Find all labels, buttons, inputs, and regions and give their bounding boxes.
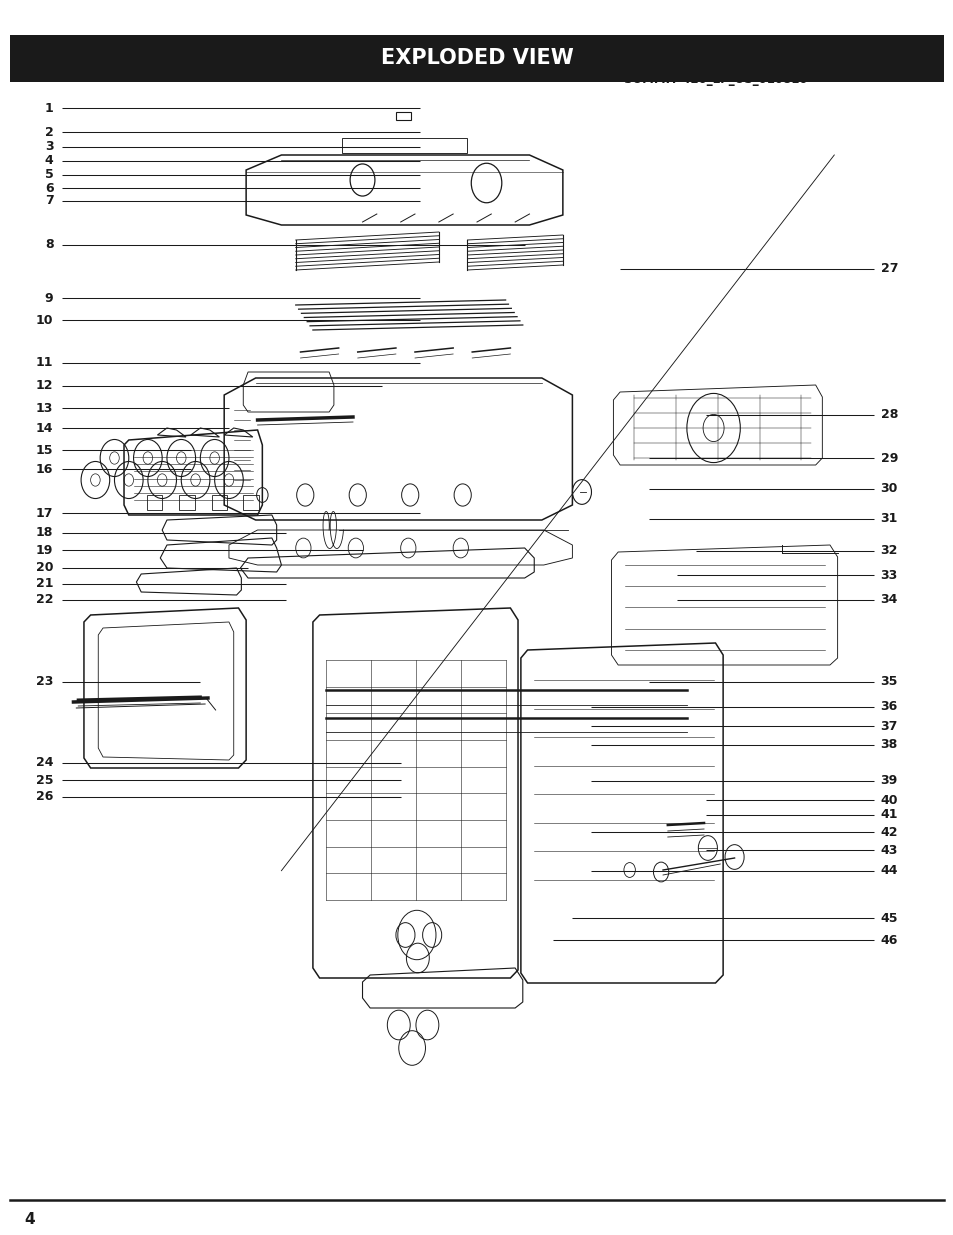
Text: 23: 23 [36,676,53,688]
Text: 1: 1 [45,101,53,115]
Text: 4: 4 [45,154,53,168]
Text: 6: 6 [45,182,53,194]
Text: 16: 16 [36,462,53,475]
Text: 21: 21 [36,578,53,590]
Bar [147,495,162,510]
Text: EXPLODED VIEW: EXPLODED VIEW [380,48,573,68]
Text: 45: 45 [880,911,897,925]
Text: 4: 4 [24,1213,34,1228]
Text: 2: 2 [45,126,53,138]
Text: 19: 19 [36,543,53,557]
Text: 8: 8 [45,238,53,252]
Bar [212,495,227,510]
Bar [179,495,194,510]
Text: 7: 7 [45,194,53,207]
Text: 38: 38 [880,739,897,752]
Text: 29: 29 [880,452,897,464]
Text: 31: 31 [880,513,897,526]
Text: 46: 46 [880,934,897,946]
Text: 43: 43 [880,844,897,857]
Text: 17: 17 [36,506,53,520]
Text: 30: 30 [880,483,897,495]
Text: 3: 3 [45,141,53,153]
Text: 32: 32 [880,545,897,557]
Text: 39: 39 [880,774,897,788]
Text: 35: 35 [880,676,897,688]
Bar [243,495,258,510]
Bar [395,112,411,120]
Text: 24: 24 [36,757,53,769]
Text: 14: 14 [36,421,53,435]
Text: 11: 11 [36,357,53,369]
Bar [10,35,943,82]
Text: 10: 10 [36,314,53,326]
Text: 18: 18 [36,526,53,540]
Text: 36: 36 [880,700,897,714]
Text: 40: 40 [880,794,897,806]
Text: 13: 13 [36,401,53,415]
Text: 20: 20 [36,562,53,574]
Text: 9: 9 [45,291,53,305]
Text: 37: 37 [880,720,897,732]
Text: 27: 27 [880,263,897,275]
Text: 5: 5 [45,168,53,182]
Text: 26: 26 [36,790,53,804]
Text: 28: 28 [880,409,897,421]
Text: 34: 34 [880,594,897,606]
Text: 44: 44 [880,864,897,878]
Text: 42: 42 [880,825,897,839]
Text: 25: 25 [36,773,53,787]
Text: 41: 41 [880,809,897,821]
Text: 22: 22 [36,594,53,606]
Text: 15: 15 [36,443,53,457]
Text: 33: 33 [880,568,897,582]
Text: SUMMIT 420_LP_US_010810: SUMMIT 420_LP_US_010810 [623,73,806,85]
Text: 12: 12 [36,379,53,393]
